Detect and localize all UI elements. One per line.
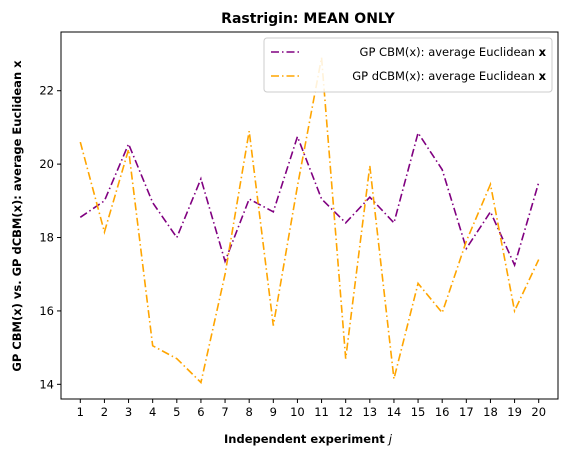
- x-axis-label-variable: j: [387, 432, 393, 446]
- x-axis: 1 2 3 4 5 6 7 8 9 10 11 12 13 14 15 16 17 18 19 20: [77, 399, 546, 419]
- y-axis: 14 16 18 20 22: [39, 84, 61, 391]
- y-tick-label: 22: [39, 84, 54, 98]
- x-axis-label-text: Independent experiment: [224, 432, 389, 446]
- y-axis-label: GP CBM(x) vs. GP dCBM(x): average Euclid…: [10, 60, 24, 372]
- x-tick-label: 16: [435, 405, 450, 419]
- y-tick-label: 14: [39, 377, 54, 391]
- x-tick-label: 6: [197, 405, 204, 419]
- y-tick-label: 20: [39, 157, 54, 171]
- plot-area-frame: [60, 31, 559, 400]
- legend-box: [263, 37, 553, 93]
- x-tick-label: 13: [362, 405, 377, 419]
- x-tick-label: 4: [149, 405, 156, 419]
- x-tick-label: 10: [290, 405, 305, 419]
- x-tick-label: 18: [483, 405, 498, 419]
- plot-lines: [79, 57, 540, 385]
- x-tick-label: 1: [77, 405, 84, 419]
- chart-title: Rastrigin: MEAN ONLY: [221, 11, 395, 27]
- x-tick-label: 2: [101, 405, 108, 419]
- x-tick-label: 14: [387, 405, 402, 419]
- x-tick-label: 5: [173, 405, 180, 419]
- x-tick-label: 7: [221, 405, 228, 419]
- x-tick-label: 9: [270, 405, 277, 419]
- x-tick-label: 17: [459, 405, 474, 419]
- series-line-1: [79, 130, 540, 268]
- y-tick-label: 18: [39, 231, 54, 245]
- x-axis-label: Independent experiment j: [224, 432, 393, 446]
- x-tick-label: 3: [125, 405, 132, 419]
- series-line-2: [79, 57, 540, 385]
- legend: GP CBM(x): average Euclidean x GP dCBM(x)…: [263, 37, 553, 93]
- x-tick-label: 19: [507, 405, 522, 419]
- legend-label-2: GP dCBM(x): average Euclidean x: [352, 69, 546, 83]
- x-tick-label: 12: [338, 405, 353, 419]
- x-tick-label: 15: [411, 405, 426, 419]
- x-tick-label: 20: [531, 405, 546, 419]
- legend-label-1: GP CBM(x): average Euclidean x: [360, 45, 547, 59]
- x-tick-label: 11: [314, 405, 329, 419]
- x-tick-label: 8: [246, 405, 253, 419]
- y-tick-label: 16: [39, 304, 54, 318]
